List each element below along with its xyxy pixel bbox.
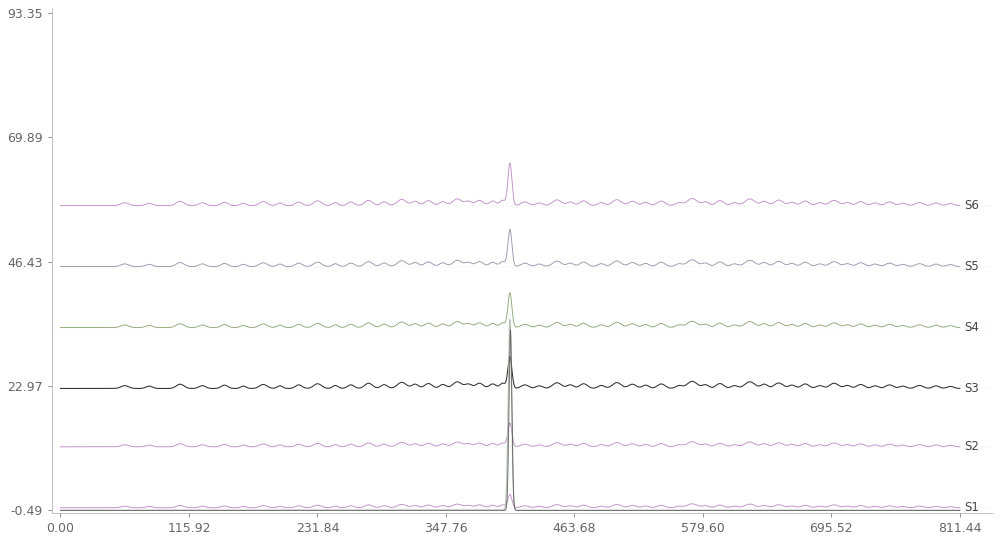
Text: S5: S5 [964, 260, 979, 273]
Text: S4: S4 [964, 321, 979, 334]
Text: S2: S2 [964, 440, 979, 453]
Text: S1: S1 [964, 501, 979, 514]
Text: S3: S3 [964, 382, 979, 395]
Text: S6: S6 [964, 199, 979, 212]
